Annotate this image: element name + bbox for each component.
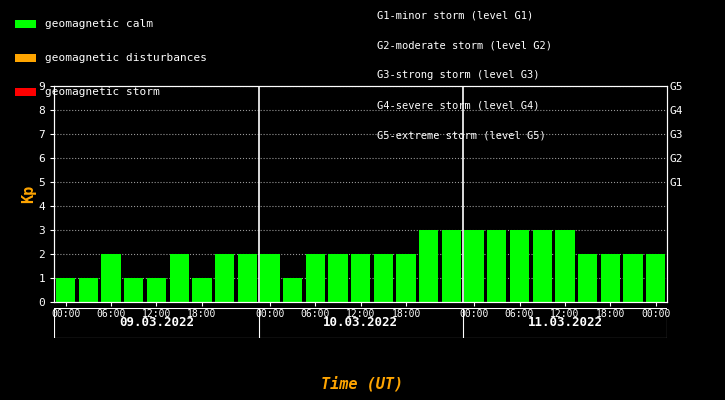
Bar [600, 254, 620, 302]
Bar [373, 254, 393, 302]
Text: 09.03.2022: 09.03.2022 [119, 316, 194, 330]
Bar [646, 254, 666, 302]
Bar [555, 230, 574, 302]
Text: G2-moderate storm (level G2): G2-moderate storm (level G2) [377, 40, 552, 50]
Bar [442, 230, 461, 302]
Y-axis label: Kp: Kp [21, 185, 36, 203]
Bar [487, 230, 507, 302]
Bar [170, 254, 188, 302]
Bar [328, 254, 348, 302]
Bar [79, 278, 98, 302]
Bar [578, 254, 597, 302]
Text: G4-severe storm (level G4): G4-severe storm (level G4) [377, 100, 539, 110]
Text: G5-extreme storm (level G5): G5-extreme storm (level G5) [377, 130, 546, 140]
Text: geomagnetic storm: geomagnetic storm [45, 87, 160, 97]
Text: 10.03.2022: 10.03.2022 [323, 316, 398, 330]
Text: 11.03.2022: 11.03.2022 [527, 316, 602, 330]
Text: geomagnetic disturbances: geomagnetic disturbances [45, 53, 207, 63]
Bar [238, 254, 257, 302]
Bar [624, 254, 642, 302]
Text: G3-strong storm (level G3): G3-strong storm (level G3) [377, 70, 539, 80]
Bar [56, 278, 75, 302]
Bar [192, 278, 212, 302]
Bar [419, 230, 439, 302]
Bar [102, 254, 121, 302]
Bar [465, 230, 484, 302]
Bar [124, 278, 144, 302]
Bar [147, 278, 166, 302]
Bar [283, 278, 302, 302]
Text: geomagnetic calm: geomagnetic calm [45, 19, 153, 29]
Bar [397, 254, 415, 302]
Bar [510, 230, 529, 302]
Bar [306, 254, 325, 302]
Bar [215, 254, 234, 302]
Bar [260, 254, 280, 302]
Text: Time (UT): Time (UT) [321, 376, 404, 392]
Text: G1-minor storm (level G1): G1-minor storm (level G1) [377, 10, 534, 20]
Bar [351, 254, 370, 302]
Bar [533, 230, 552, 302]
